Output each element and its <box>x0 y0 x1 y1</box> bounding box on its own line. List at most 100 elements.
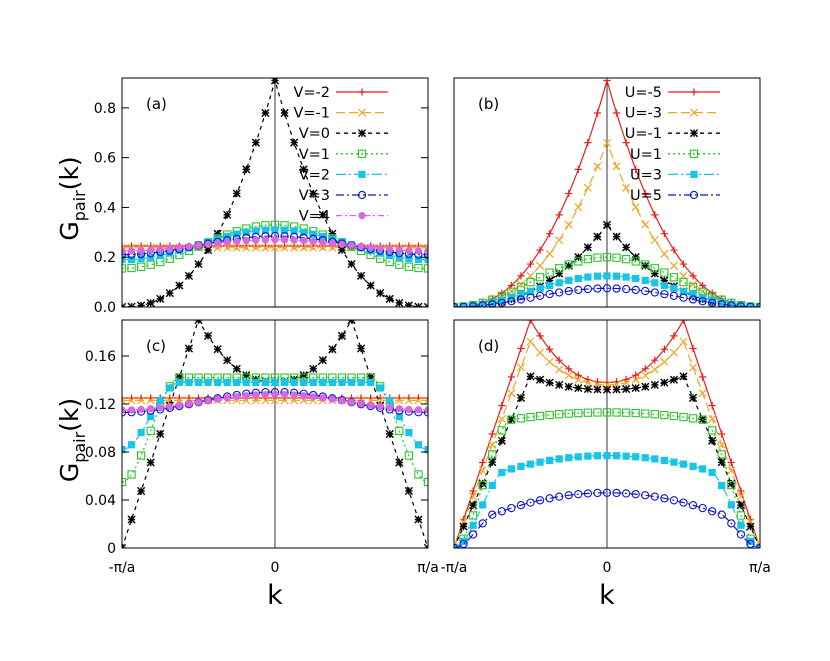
data-point <box>546 345 554 353</box>
data-point <box>602 220 612 229</box>
y-axis-label: Gpair(k) <box>55 156 89 240</box>
data-point <box>367 401 375 409</box>
data-point <box>641 286 650 296</box>
legend-label: V=3 <box>299 188 330 204</box>
legend-marker <box>690 170 698 178</box>
data-point <box>479 501 487 509</box>
legend-label: V=-1 <box>293 106 330 122</box>
data-point <box>424 256 428 264</box>
data-point <box>583 378 592 387</box>
data-point <box>593 284 602 293</box>
data-point <box>376 384 384 392</box>
data-point <box>478 480 487 490</box>
data-point <box>479 300 487 307</box>
data-point <box>395 260 404 269</box>
data-point <box>612 408 621 417</box>
data-point <box>737 521 745 529</box>
data-point <box>156 404 164 412</box>
data-point <box>146 458 155 467</box>
data-point <box>405 246 413 255</box>
data-point <box>347 398 356 406</box>
data-point <box>555 264 564 273</box>
series-group <box>122 320 428 548</box>
data-point <box>612 272 621 280</box>
data-point <box>319 378 327 386</box>
y-tick-label: 0.0 <box>94 300 116 316</box>
data-point <box>251 243 260 252</box>
series-line <box>454 340 760 548</box>
data-point <box>593 452 602 460</box>
data-point <box>414 441 423 449</box>
data-point <box>688 501 698 510</box>
data-point <box>574 203 583 212</box>
data-point <box>137 301 146 307</box>
data-point <box>612 488 621 498</box>
data-point <box>698 415 707 424</box>
data-point <box>650 236 659 245</box>
data-point <box>469 492 478 501</box>
data-point <box>545 357 554 366</box>
data-point <box>395 396 404 405</box>
data-point <box>708 468 716 477</box>
data-point <box>185 242 193 251</box>
plot-frame <box>453 319 761 549</box>
legend-item: V=-1 <box>293 106 388 122</box>
series-line <box>454 411 760 548</box>
data-point <box>137 396 146 405</box>
data-point <box>261 226 270 234</box>
data-point <box>708 296 716 304</box>
data-point <box>688 393 698 402</box>
legend-marker <box>690 88 698 96</box>
data-point <box>756 544 760 548</box>
legend-item: U=1 <box>630 147 720 163</box>
data-point <box>679 293 688 302</box>
data-point <box>299 243 308 252</box>
data-point <box>271 390 279 398</box>
data-point <box>166 384 174 392</box>
legend-marker <box>358 88 366 96</box>
data-point <box>584 138 592 147</box>
data-point <box>679 277 688 287</box>
data-point <box>612 162 621 171</box>
legend-label: V=-2 <box>293 85 330 101</box>
data-point <box>699 465 707 473</box>
data-point <box>507 297 516 306</box>
data-point <box>395 426 404 435</box>
data-point <box>404 262 414 271</box>
data-point <box>526 293 535 302</box>
data-point <box>488 450 497 459</box>
x-tick-label: 0 <box>603 560 612 576</box>
data-point <box>545 410 554 420</box>
data-point <box>214 378 222 386</box>
data-point <box>233 237 241 246</box>
data-point <box>516 295 526 304</box>
legend-item: U=-1 <box>625 126 720 142</box>
data-point <box>727 301 736 307</box>
data-point <box>376 289 385 298</box>
data-point <box>679 372 688 381</box>
data-point <box>478 479 487 488</box>
data-point <box>603 272 611 280</box>
data-point <box>746 522 755 531</box>
data-point <box>621 254 631 264</box>
legend-item: V=0 <box>299 126 388 142</box>
data-point <box>650 288 659 297</box>
data-point <box>612 109 621 117</box>
legend-marker <box>689 190 699 200</box>
data-point <box>699 373 707 381</box>
series-group <box>122 78 428 307</box>
series-V=2 <box>122 378 428 454</box>
data-point <box>251 138 260 147</box>
data-point <box>309 378 317 386</box>
data-point <box>271 236 279 244</box>
data-point <box>271 226 279 234</box>
legend-marker <box>357 190 367 200</box>
data-point <box>337 331 347 340</box>
data-point <box>536 284 544 293</box>
series-group <box>454 78 760 307</box>
data-point <box>175 401 183 409</box>
data-point <box>252 378 260 386</box>
data-point <box>459 537 468 546</box>
data-point <box>122 446 126 454</box>
legend-label: U=-1 <box>625 126 662 142</box>
